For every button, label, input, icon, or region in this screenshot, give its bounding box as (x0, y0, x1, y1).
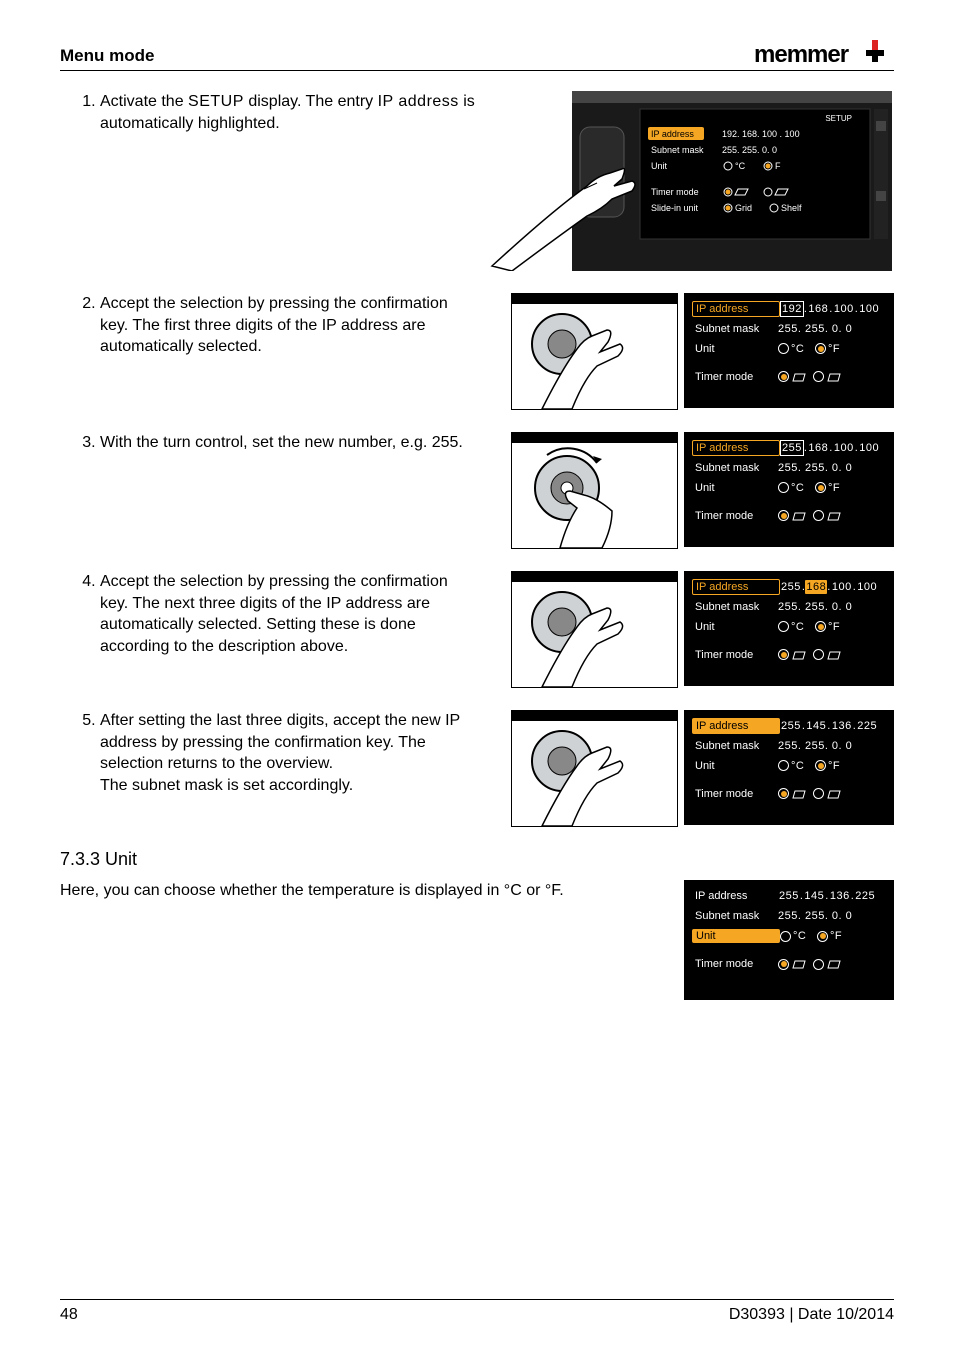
svg-text:IP address: IP address (651, 129, 694, 139)
screen-step4: IP address 255.168.100.100 Subnet mask25… (684, 571, 894, 686)
page-footer: 48 D30393 | Date 10/2014 (60, 1299, 894, 1324)
step-4: Accept the selection by pressing the con… (100, 571, 894, 688)
svg-text:192. 168. 100 . 100: 192. 168. 100 . 100 (722, 129, 800, 139)
doc-id: D30393 | Date 10/2014 (729, 1306, 894, 1324)
knob-press-illustration (511, 293, 678, 410)
step-2: Accept the selection by pressing the con… (100, 293, 894, 410)
step1-illustration: SETUP IP address 192. 168. 100 . 100 Sub… (490, 91, 894, 271)
step-3: With the turn control, set the new numbe… (100, 432, 894, 549)
svg-text:255. 255. 0. 0: 255. 255. 0. 0 (722, 145, 777, 155)
page-header: Menu mode memmer (60, 40, 894, 71)
svg-text:F: F (775, 161, 781, 171)
steps-list: Activate the SETUP display. The entry IP… (60, 91, 894, 827)
screen-step2: IP address 192.168.100.100 Subnet mask25… (684, 293, 894, 408)
setup-title: SETUP (825, 114, 852, 123)
radio-c (778, 343, 789, 354)
knob-turn-illustration (511, 432, 678, 549)
svg-text:Timer mode: Timer mode (651, 187, 699, 197)
step-5: After setting the last three digits, acc… (100, 710, 894, 827)
screen-step3: IP address 255.168.100.100 Subnet mask25… (684, 432, 894, 547)
section-heading-unit: 7.3.3 Unit (60, 849, 894, 870)
screen-unit: IP address 255.145.136.225 Subnet mask25… (684, 880, 894, 1000)
screen-step5: IP address 255.145.136.225 Subnet mask25… (684, 710, 894, 825)
header-title: Menu mode (60, 46, 154, 66)
knob-press-illustration-2 (511, 571, 678, 688)
svg-text:°C: °C (735, 161, 746, 171)
radio-f (815, 343, 826, 354)
brand-logo: memmer (754, 40, 894, 66)
label-ip: IP address (692, 301, 780, 318)
page-number: 48 (60, 1306, 78, 1324)
svg-text:Slide-in unit: Slide-in unit (651, 203, 699, 213)
logo-text: memmer (754, 41, 849, 66)
svg-text:Grid: Grid (735, 203, 752, 213)
svg-text:Shelf: Shelf (781, 203, 802, 213)
step-1: Activate the SETUP display. The entry IP… (100, 91, 894, 271)
svg-text:Unit: Unit (651, 161, 668, 171)
svg-text:Subnet mask: Subnet mask (651, 145, 704, 155)
unit-body-text: Here, you can choose whether the tempera… (60, 880, 600, 902)
knob-press-illustration-3 (511, 710, 678, 827)
